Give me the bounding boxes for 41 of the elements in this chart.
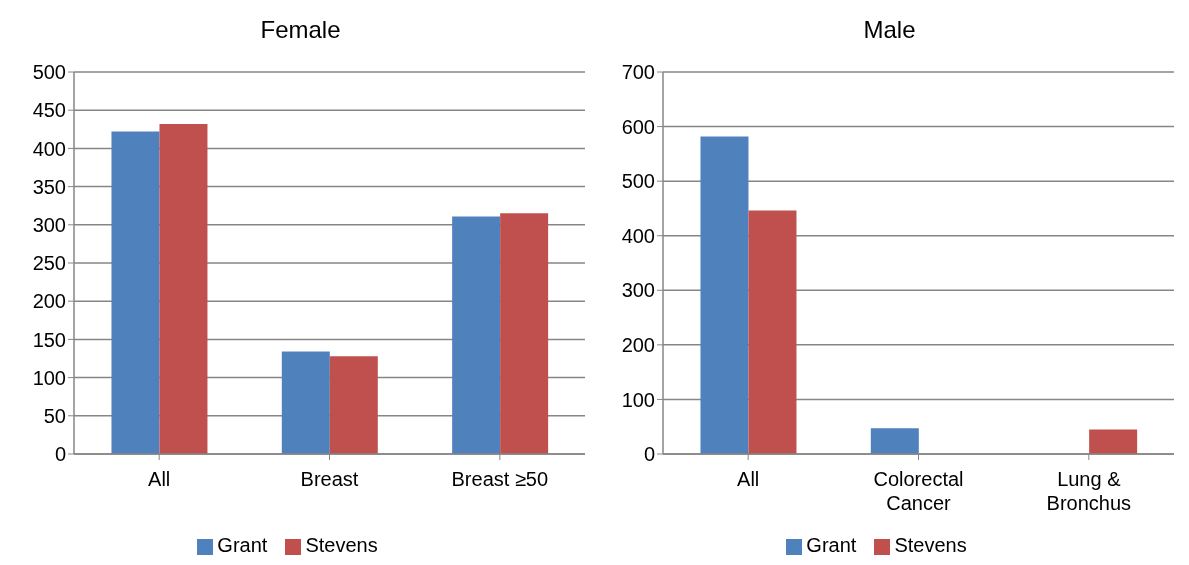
x-tick-label: Breast xyxy=(300,468,359,490)
bar xyxy=(452,216,501,454)
y-tick-label: 50 xyxy=(43,404,66,427)
y-tick-label: 250 xyxy=(32,252,66,275)
bar xyxy=(329,356,378,454)
y-tick-label: 350 xyxy=(32,175,66,198)
bar xyxy=(748,210,797,454)
y-tick-label: 200 xyxy=(621,333,655,356)
x-tick-label: All xyxy=(737,468,760,490)
bar xyxy=(700,136,749,454)
y-tick-label: 300 xyxy=(621,279,655,302)
bar xyxy=(159,123,208,454)
chart-title: Female xyxy=(259,15,342,45)
y-tick-label: 300 xyxy=(32,213,66,236)
x-tick-label: All xyxy=(148,468,171,490)
y-tick-label: 200 xyxy=(32,290,66,313)
chart-title: Male xyxy=(862,15,917,45)
y-tick-label: 0 xyxy=(54,443,66,466)
legend-label: Grant xyxy=(806,534,857,556)
legend-label: Stevens xyxy=(305,534,378,556)
y-tick-label: 500 xyxy=(621,170,655,193)
y-tick-label: 400 xyxy=(32,137,66,160)
bar xyxy=(281,351,330,454)
y-tick-label: 450 xyxy=(32,99,66,122)
x-tick-label: Breast ≥50 xyxy=(451,468,549,490)
bar xyxy=(870,428,919,454)
legend-label: Stevens xyxy=(894,534,967,556)
legend-label: Grant xyxy=(217,534,268,556)
y-tick-label: 400 xyxy=(621,224,655,247)
bar xyxy=(500,213,549,454)
y-tick-label: 0 xyxy=(643,443,655,466)
x-tick-label: Lung & Bronchus xyxy=(1046,468,1132,514)
y-tick-label: 100 xyxy=(621,388,655,411)
y-tick-label: 600 xyxy=(621,115,655,138)
y-tick-label: 150 xyxy=(32,328,66,351)
bar xyxy=(1089,429,1138,454)
y-tick-label: 700 xyxy=(621,61,655,84)
x-tick-label: Colorectal Cancer xyxy=(873,468,964,514)
y-tick-label: 500 xyxy=(32,61,66,84)
y-tick-label: 100 xyxy=(32,366,66,389)
bar xyxy=(111,131,160,454)
